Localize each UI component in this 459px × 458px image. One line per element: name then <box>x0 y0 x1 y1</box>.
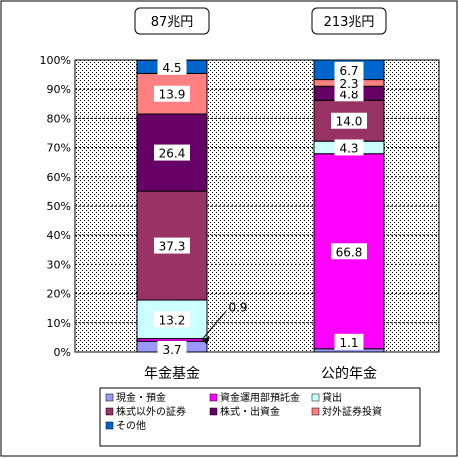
legend-label: 貸出 <box>322 391 342 404</box>
y-tick-label: 50% <box>47 200 71 213</box>
data-label-box <box>157 58 187 75</box>
legend-label: 株式以外の証券 <box>116 405 186 418</box>
data-label-box <box>334 333 364 350</box>
legend-swatch <box>209 393 218 402</box>
data-label-box <box>154 237 190 254</box>
data-label: 66.8 <box>336 245 363 259</box>
leader-arrow <box>202 336 210 345</box>
legend-swatch <box>105 421 114 430</box>
grid <box>75 88 439 324</box>
data-label: 4.3 <box>339 141 358 155</box>
data-label: 1.1 <box>339 336 358 350</box>
y-tick-label: 100% <box>40 54 71 67</box>
legend-label: 現金・預金 <box>116 391 166 404</box>
legend-label: 株式・出資金 <box>220 405 280 418</box>
legend-box <box>99 387 421 447</box>
legend-swatch <box>105 407 114 416</box>
legend-swatch <box>105 393 114 402</box>
total-box <box>311 7 387 35</box>
data-label: 3.7 <box>162 343 181 357</box>
y-tick-label: 20% <box>47 288 71 301</box>
data-label-box <box>154 311 190 328</box>
legend-swatch <box>311 407 320 416</box>
legend-swatch <box>209 407 218 416</box>
y-tick-label: 90% <box>47 83 71 96</box>
data-label: 13.2 <box>159 313 186 327</box>
y-tick-label: 80% <box>47 112 71 125</box>
total-label: 87兆円 <box>151 15 194 30</box>
legend-swatch <box>311 393 320 402</box>
data-label-box <box>334 74 364 91</box>
y-tick-label: 70% <box>47 142 71 155</box>
legend-label: 資金運用部預託金 <box>220 391 300 404</box>
y-tick-label: 0% <box>54 346 71 359</box>
data-label: 2.3 <box>339 77 358 91</box>
data-label-box <box>331 112 367 129</box>
legend-label: その他 <box>116 419 146 432</box>
data-label: 4.5 <box>162 61 181 75</box>
data-label-box <box>154 85 190 102</box>
totals: 87兆円 213兆円 <box>134 7 387 35</box>
data-label: 26.4 <box>159 147 186 161</box>
data-label: 13.9 <box>159 88 186 102</box>
bars: 3.70.913.237.326.413.94.51.166.84.314.04… <box>136 58 385 357</box>
data-label: 0.9 <box>228 300 247 314</box>
data-label: 14.0 <box>336 115 363 129</box>
x-category-label: 公的年金 <box>321 366 377 382</box>
data-label: 37.3 <box>159 240 186 254</box>
y-tick-label: 40% <box>47 229 71 242</box>
data-label: 6.7 <box>339 64 358 78</box>
x-axis: 年金基金 公的年金 <box>144 365 377 382</box>
total-label: 213兆円 <box>324 15 375 30</box>
data-label-box <box>154 144 190 161</box>
y-tick-label: 60% <box>47 171 71 184</box>
total-box <box>134 7 210 35</box>
data-label-box <box>331 243 367 260</box>
data-label-box <box>334 139 364 156</box>
y-tick-label: 10% <box>47 317 71 330</box>
leader-line <box>201 311 227 340</box>
y-axis: 0% 10% 20% 30% 40% 50% 60% 70% 80% 90% 100% <box>40 54 71 359</box>
y-tick-label: 30% <box>47 258 71 271</box>
legend-label: 対外証券投資 <box>322 405 382 418</box>
x-category-label: 年金基金 <box>144 365 200 382</box>
data-label-box <box>157 341 187 357</box>
data-label-box <box>334 61 364 78</box>
